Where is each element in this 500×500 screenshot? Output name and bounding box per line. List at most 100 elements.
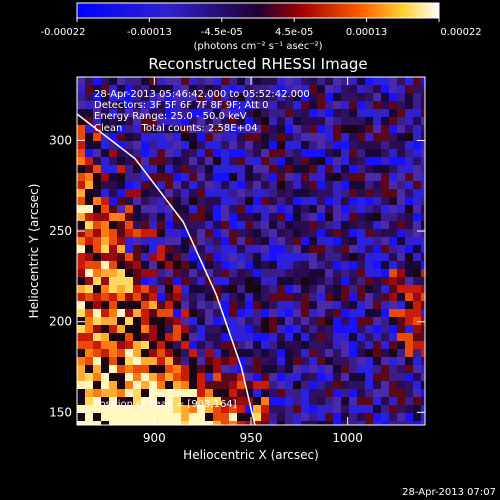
heatmap-cell — [309, 229, 317, 237]
heatmap-cell — [261, 341, 269, 349]
heatmap-cell — [149, 309, 157, 317]
heatmap-cell — [237, 213, 245, 221]
heatmap-cell — [85, 309, 93, 317]
heatmap-cell — [301, 405, 309, 413]
heatmap-cell — [389, 221, 397, 229]
heatmap-cell — [381, 253, 389, 261]
heatmap-cell — [205, 93, 213, 101]
heatmap-cell — [405, 373, 413, 381]
heatmap-cell — [421, 133, 425, 141]
heatmap-cell — [237, 421, 245, 425]
heatmap-cell — [269, 325, 277, 333]
heatmap-cell — [245, 213, 253, 221]
heatmap-cell — [133, 365, 141, 373]
heatmap-cell — [189, 173, 197, 181]
heatmap-cell — [421, 309, 425, 317]
heatmap-cell — [85, 133, 93, 141]
colorbar-tick-label: -0.00022 — [41, 27, 86, 38]
heatmap-cell — [349, 117, 357, 125]
heatmap-cell — [269, 173, 277, 181]
heatmap-cell — [77, 317, 85, 325]
heatmap-cell — [373, 149, 381, 157]
heatmap-cell — [77, 341, 85, 349]
heatmap-cell — [285, 381, 293, 389]
heatmap-cell — [189, 285, 197, 293]
heatmap-cell — [317, 93, 325, 101]
heatmap-cell — [189, 237, 197, 245]
heatmap-cell — [269, 381, 277, 389]
heatmap-cell — [117, 389, 125, 397]
heatmap-cell — [253, 397, 261, 405]
heatmap-cell — [221, 125, 229, 133]
heatmap-cell — [101, 141, 109, 149]
heatmap-cell — [421, 413, 425, 421]
heatmap-cell — [349, 317, 357, 325]
heatmap-cell — [101, 93, 109, 101]
heatmap-cell — [309, 173, 317, 181]
heatmap-cell — [421, 293, 425, 301]
heatmap-cell — [397, 253, 405, 261]
heatmap-cell — [237, 357, 245, 365]
heatmap-cell — [245, 85, 253, 93]
heatmap-cell — [205, 77, 213, 85]
heatmap-cell — [165, 189, 173, 197]
heatmap-cell — [397, 149, 405, 157]
y-tick-label: 150 — [49, 405, 72, 419]
heatmap-cell — [365, 125, 373, 133]
heatmap-cell — [309, 189, 317, 197]
heatmap-cell — [365, 421, 373, 425]
heatmap-cell — [101, 85, 109, 93]
heatmap-cell — [357, 301, 365, 309]
heatmap-cell — [93, 317, 101, 325]
heatmap-cell — [301, 133, 309, 141]
heatmap-cell — [173, 397, 181, 405]
heatmap-cell — [397, 333, 405, 341]
heatmap-cell — [237, 413, 245, 421]
heatmap-cell — [333, 293, 341, 301]
heatmap-cell — [165, 117, 173, 125]
heatmap-cell — [357, 221, 365, 229]
heatmap-cell — [117, 421, 125, 425]
heatmap-cell — [285, 325, 293, 333]
heatmap-cell — [117, 373, 125, 381]
heatmap-cell — [205, 117, 213, 125]
heatmap-cell — [189, 365, 197, 373]
heatmap-cell — [125, 413, 133, 421]
heatmap-cell — [309, 349, 317, 357]
peak-position-label: Position of Peak = [903,164] — [94, 399, 237, 410]
heatmap-cell — [381, 117, 389, 125]
heatmap-cell — [389, 85, 397, 93]
heatmap-cell — [317, 325, 325, 333]
heatmap-cell — [205, 237, 213, 245]
heatmap-cell — [373, 221, 381, 229]
heatmap-cell — [381, 269, 389, 277]
heatmap-cell — [253, 245, 261, 253]
heatmap-cell — [261, 309, 269, 317]
heatmap-cell — [413, 421, 421, 425]
heatmap-cell — [205, 189, 213, 197]
heatmap-cell — [77, 141, 85, 149]
heatmap-cell — [205, 133, 213, 141]
heatmap-cell — [77, 309, 85, 317]
heatmap-cell — [349, 205, 357, 213]
heatmap-cell — [389, 93, 397, 101]
heatmap-cell — [341, 165, 349, 173]
heatmap-cell — [333, 405, 341, 413]
heatmap-cell — [293, 173, 301, 181]
heatmap-cell — [413, 349, 421, 357]
heatmap-cell — [133, 181, 141, 189]
heatmap-cell — [189, 189, 197, 197]
heatmap-cell — [421, 253, 425, 261]
heatmap-cell — [405, 421, 413, 425]
heatmap-cell — [373, 165, 381, 173]
heatmap-cell — [405, 261, 413, 269]
heatmap-cell — [85, 341, 93, 349]
heatmap-cell — [205, 213, 213, 221]
heatmap-cell — [85, 365, 93, 373]
heatmap-cell — [333, 325, 341, 333]
heatmap-cell — [285, 101, 293, 109]
heatmap-cell — [213, 173, 221, 181]
heatmap-cell — [133, 197, 141, 205]
heatmap-cell — [181, 365, 189, 373]
heatmap-cell — [301, 109, 309, 117]
